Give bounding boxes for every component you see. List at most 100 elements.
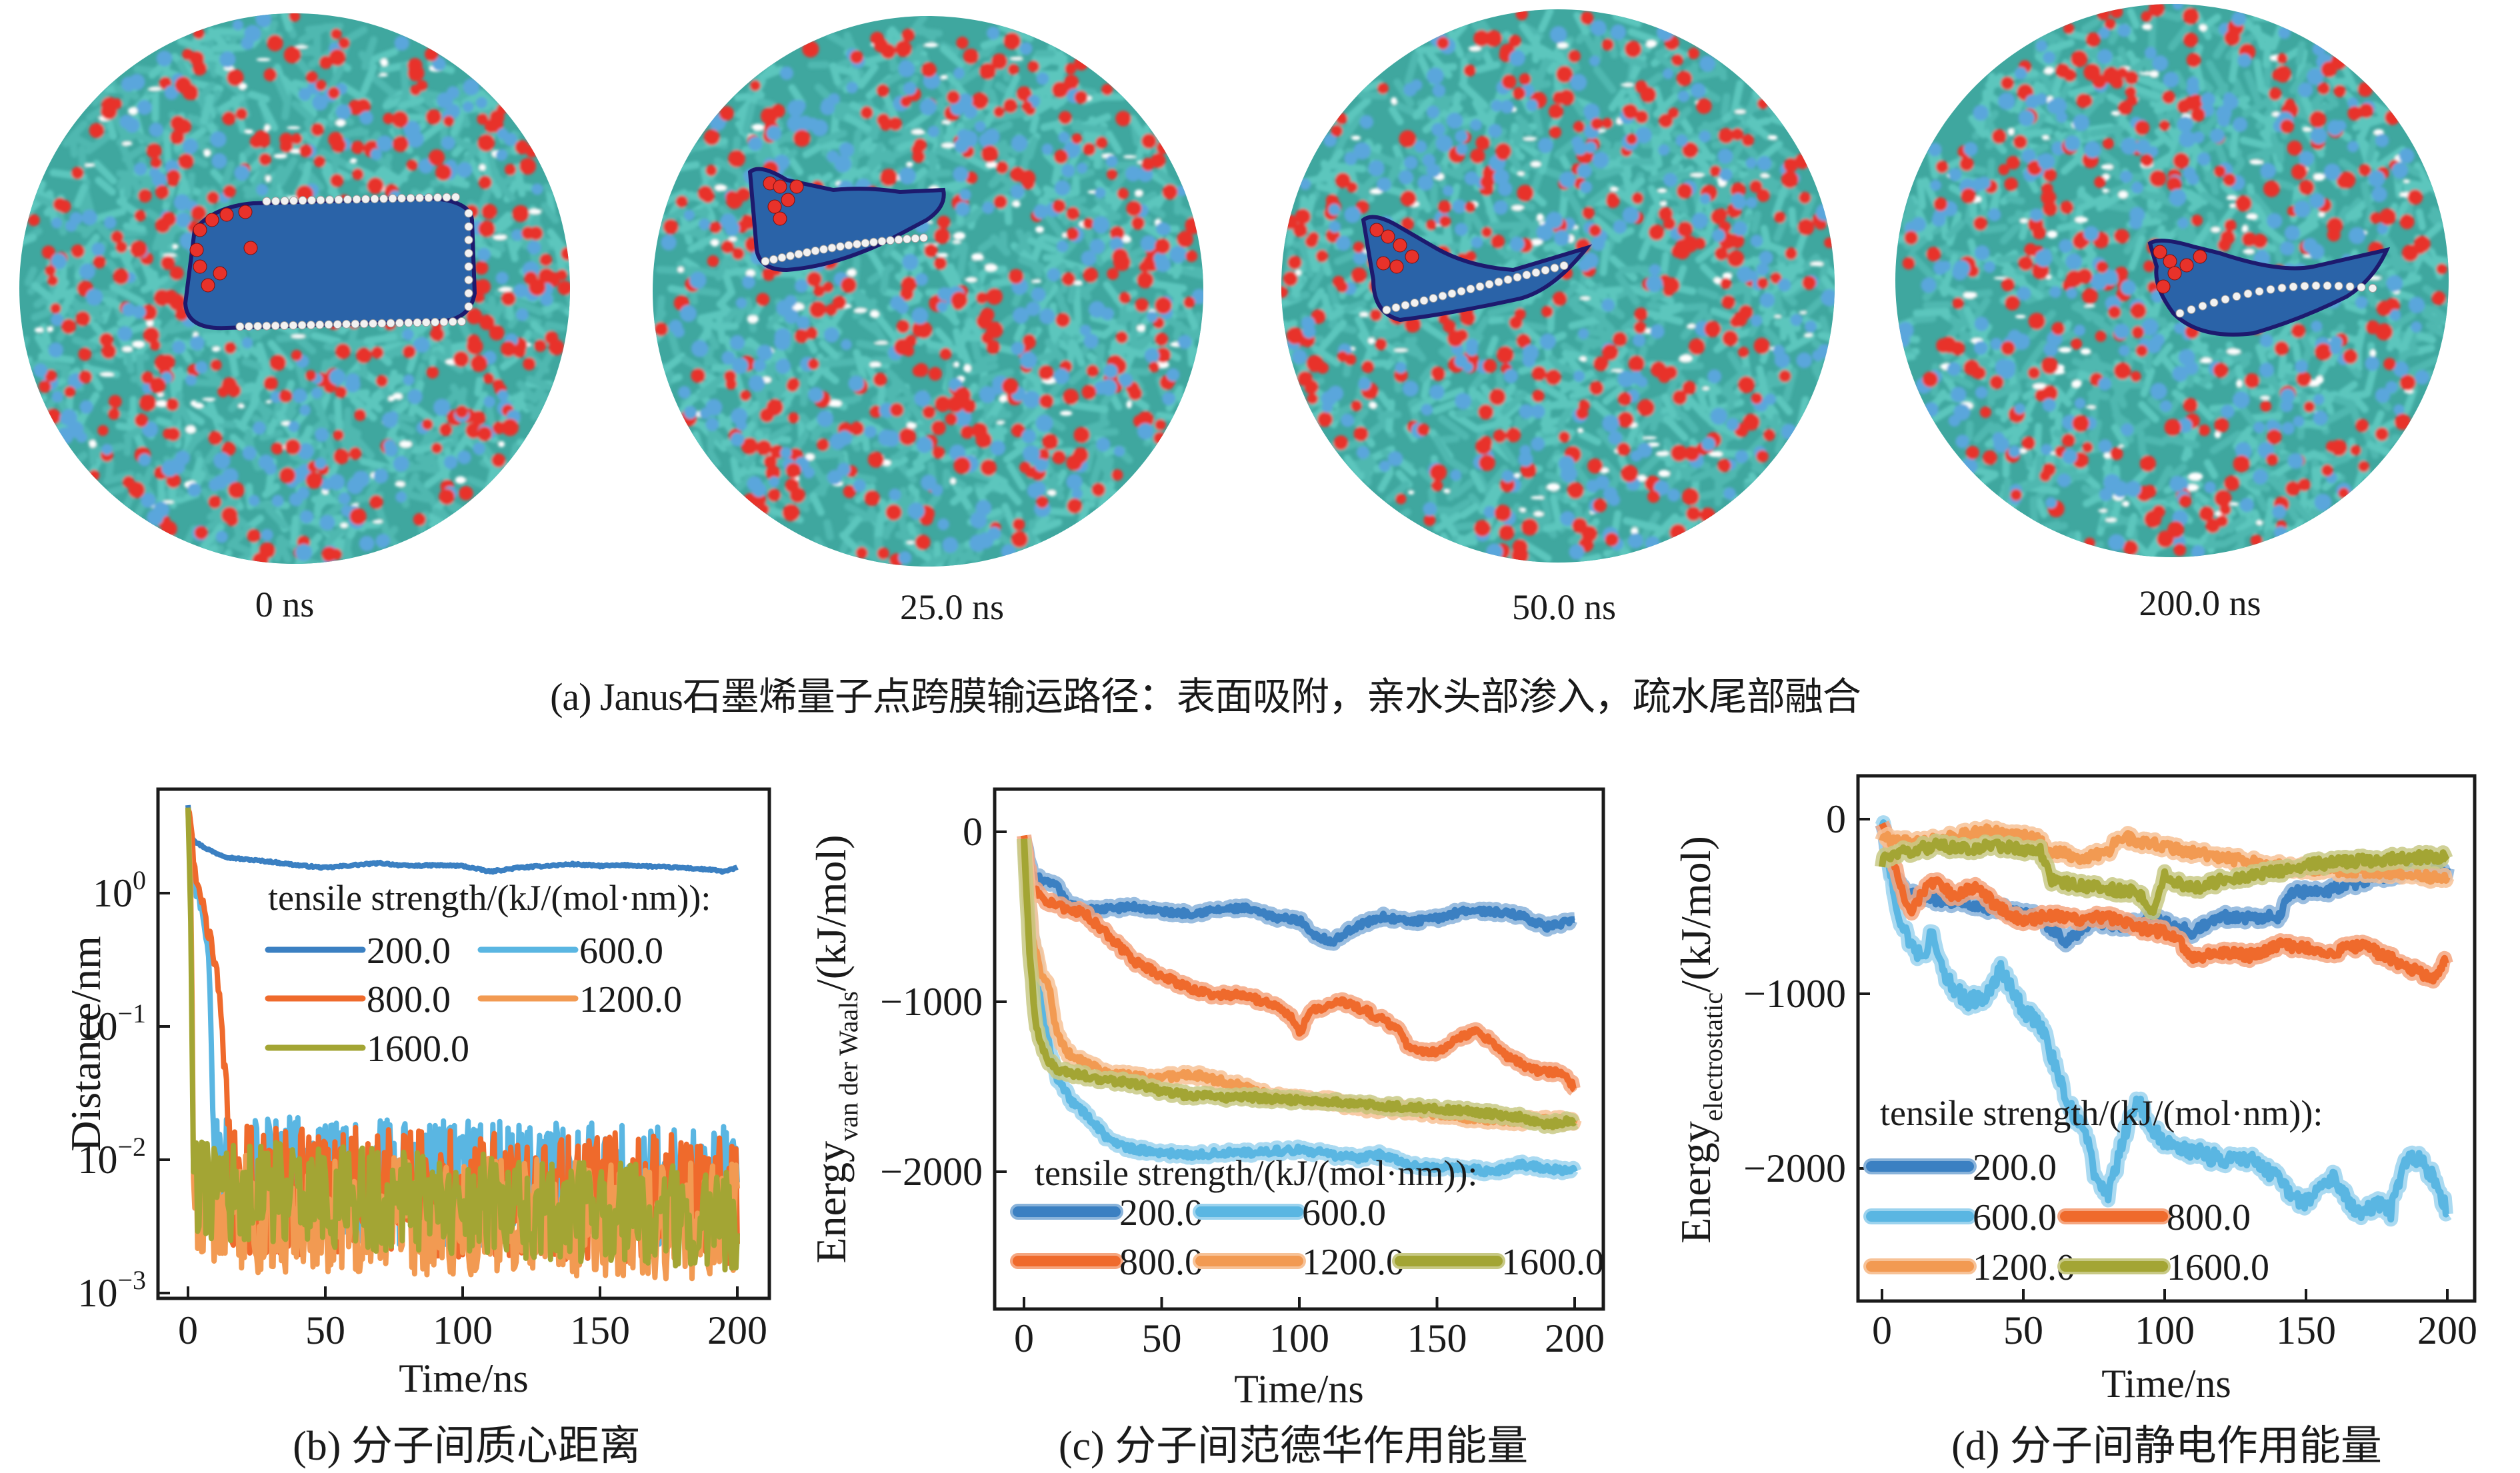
y-tick-label: −2000: [1743, 1146, 1846, 1190]
legend-item-200.0: 200.0: [265, 930, 451, 972]
y-tick-label: 10−1: [77, 998, 146, 1048]
panel-b-caption: (b) 分子间质心距离: [293, 1424, 641, 1469]
series-line-1200.0: [1021, 838, 1578, 1128]
y-tick-label: 0: [1826, 797, 1846, 841]
x-tick-label: 100: [433, 1308, 493, 1352]
legend-item-600.0: 600.0: [1193, 1192, 1386, 1234]
snapshot-label-200ns: 200.0 ns: [2139, 583, 2261, 623]
legend-item-1600.0: 1600.0: [2057, 1247, 2269, 1288]
series-halo-1600.0: [1875, 833, 2453, 920]
graphene-quantum-dot: [2147, 239, 2391, 337]
legend: tensile strength/(kJ/(mol·nm)): 200.0 600.…: [1863, 1093, 2323, 1288]
x-tick-label: 0: [1014, 1316, 1034, 1360]
panel-a-caption: (a) Janus石墨烯量子点跨膜输运路径：表面吸附，亲水头部渗入，疏水尾部融合: [550, 675, 1861, 719]
panel-d-caption: (d) 分子间静电作用能量: [1951, 1424, 2382, 1469]
plot-area: [1017, 834, 1582, 1182]
series-halo-200.0: [1875, 820, 2455, 952]
series-line-1200.0: [1879, 823, 2451, 885]
snapshot-label-0ns: 0 ns: [255, 585, 315, 625]
snapshot-label-25ns: 25.0 ns: [899, 587, 1005, 627]
x-tick-label: 100: [2135, 1308, 2195, 1352]
legend-item-600.0: 600.0: [477, 930, 663, 972]
series-line-1600.0: [1021, 838, 1577, 1130]
legend-label: 1200.0: [1973, 1247, 2075, 1288]
series-line-1600.0: [1879, 837, 2450, 916]
series-line-600.0: [1021, 838, 1578, 1178]
graphene-quantum-dot: [183, 193, 477, 331]
series-line-600.0: [185, 808, 740, 1254]
plot-area: [1875, 815, 2455, 1227]
y-tick-label: 10−3: [77, 1265, 146, 1315]
axes-frame: [156, 787, 771, 1300]
y-tick-label: 10−2: [77, 1132, 146, 1182]
legend-label: 600.0: [579, 930, 663, 972]
legend-item-1200.0: 1200.0: [1863, 1247, 2075, 1288]
snapshot-row: [19, 4, 2449, 567]
legend-label: 800.0: [1119, 1242, 1203, 1283]
series-halo-1200.0: [1875, 819, 2455, 889]
x-tick-label: 150: [2276, 1308, 2336, 1352]
series-halo-800.0: [1017, 834, 1581, 1096]
x-tick-label: 0: [178, 1308, 198, 1352]
legend-label: 600.0: [1302, 1192, 1386, 1234]
y-tick-label: −2000: [880, 1150, 983, 1194]
legend: tensile strength/(kJ/(mol·nm)):200.0 600.…: [1010, 1153, 1604, 1283]
x-axis-label: Time/ns: [399, 1356, 529, 1400]
series-line-200.0: [1021, 838, 1577, 947]
series-line-200.0: [185, 804, 739, 875]
series-halo-1600.0: [1017, 838, 1581, 1134]
legend-label: 1200.0: [579, 979, 682, 1020]
legend-title: tensile strength/(kJ/(mol·nm)):: [1035, 1153, 1477, 1193]
legend: tensile strength/(kJ/(mol·nm)): 200.0 600.…: [265, 878, 711, 1070]
legend-title: tensile strength/(kJ/(mol·nm)):: [1880, 1093, 2323, 1133]
legend-item-800.0: 800.0: [2057, 1197, 2251, 1238]
legend-title: tensile strength/(kJ/(mol·nm)):: [268, 878, 711, 918]
series-line-800.0: [1021, 834, 1577, 1092]
snapshot-label-50ns: 50.0 ns: [1511, 587, 1617, 627]
legend-label: 600.0: [1973, 1197, 2057, 1238]
y-axis-label: Energyelectrostatic/(kJ/mol): [1672, 836, 1728, 1244]
legend-label: 200.0: [1973, 1147, 2057, 1188]
legend-item-1200.0: 1200.0: [477, 979, 682, 1020]
plot-area: [185, 804, 740, 1282]
y-tick-label: −1000: [880, 980, 983, 1024]
series-halo-800.0: [1875, 819, 2453, 989]
legend-label: 1200.0: [1302, 1242, 1405, 1283]
legend-item-200.0: 200.0: [1863, 1147, 2057, 1188]
legend-label: 800.0: [2167, 1197, 2251, 1238]
y-tick-label: −1000: [1743, 972, 1846, 1016]
legend-item-600.0: 600.0: [1863, 1197, 2057, 1238]
legend-label: 1600.0: [1501, 1242, 1604, 1283]
x-tick-label: 0: [1872, 1308, 1892, 1352]
x-tick-label: 150: [570, 1308, 630, 1352]
legend-item-800.0: 800.0: [1010, 1242, 1203, 1283]
graphene-quantum-dot: [747, 167, 946, 273]
y-axis-label: Distance/nm: [62, 936, 109, 1151]
legend-item-800.0: 800.0: [265, 979, 451, 1020]
y-tick-label: 100: [93, 865, 146, 915]
series-line-600.0: [1879, 819, 2449, 1223]
legend-item-1200.0: 1200.0: [1193, 1242, 1405, 1283]
axes-frame: [1856, 774, 2477, 1303]
y-axis-label: Energyvan der Waals/(kJ/mol): [807, 834, 863, 1263]
legend-item-1600.0: 1600.0: [265, 1028, 469, 1070]
x-axis-label: Time/ns: [2101, 1362, 2231, 1406]
series-line-800.0: [1879, 822, 2449, 985]
membrane-snapshot: [19, 13, 570, 564]
series-line-200.0: [1879, 822, 2451, 948]
series-halo-600.0: [1875, 815, 2453, 1227]
x-tick-label: 200: [1545, 1316, 1605, 1360]
series-line-1200.0: [185, 808, 740, 1282]
x-tick-label: 200: [707, 1308, 767, 1352]
series-line-800.0: [185, 808, 740, 1266]
legend-label: 800.0: [367, 979, 451, 1020]
x-tick-label: 50: [2003, 1308, 2043, 1352]
graphene-quantum-dot: [1361, 215, 1593, 323]
legend-item-1600.0: 1600.0: [1392, 1242, 1604, 1283]
legend-item-200.0: 200.0: [1010, 1192, 1203, 1234]
series-halo-200.0: [1017, 836, 1581, 951]
membrane-snapshot: [653, 16, 1203, 567]
legend-label: 1600.0: [367, 1028, 469, 1070]
membrane-snapshot: [1281, 9, 1835, 563]
series-line-1600.0: [185, 807, 740, 1273]
